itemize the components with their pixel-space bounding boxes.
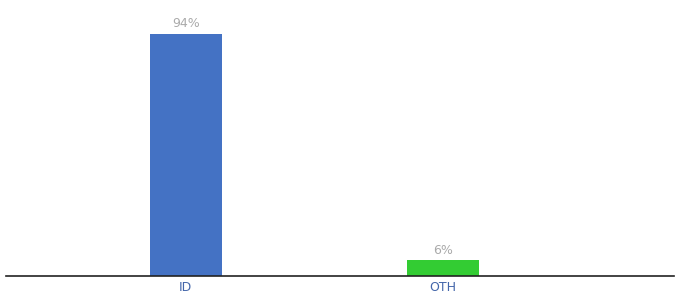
Text: 94%: 94% xyxy=(172,17,199,30)
Bar xyxy=(150,34,222,276)
Bar xyxy=(407,260,479,276)
Text: 6%: 6% xyxy=(433,244,453,256)
